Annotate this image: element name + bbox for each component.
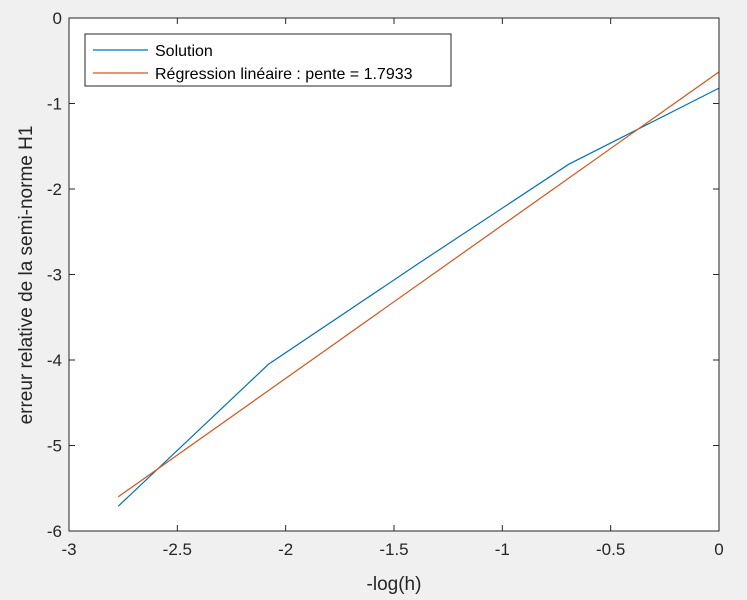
axes-box — [68, 17, 720, 532]
y-tick-label: -5 — [47, 437, 62, 456]
x-tick-label: -3 — [61, 540, 76, 559]
legend-label-regression: Régression linéaire : pente = 1.7933 — [155, 66, 413, 83]
y-axis-label: erreur relative de la semi-norme H1 — [16, 126, 37, 425]
y-tick-label: -3 — [47, 266, 62, 285]
legend-box — [84, 33, 452, 87]
series-layer — [117, 71, 720, 507]
y-tick-label: -4 — [47, 351, 62, 370]
series-line-solution — [117, 87, 720, 507]
y-tick-label: -1 — [47, 95, 62, 114]
y-tick-label: -2 — [47, 180, 62, 199]
series-line-regression — [117, 71, 720, 498]
x-tick-label: -2.5 — [163, 540, 192, 559]
legend-label-solution: Solution — [155, 43, 213, 60]
legend: Solution Régression linéaire : pente = 1… — [84, 33, 452, 87]
x-tick-label: -0.5 — [596, 540, 625, 559]
y-tick-label: -6 — [47, 522, 62, 541]
y-tick-label: 0 — [53, 9, 62, 28]
plot-area — [69, 18, 719, 531]
tick-layer: -3 -2.5 -2 -1.5 -1 -0.5 0 0 -1 -2 -3 -4 -5 -6 — [47, 9, 724, 559]
x-tick-label: 0 — [714, 540, 723, 559]
x-tick-label: -1.5 — [379, 540, 408, 559]
x-tick-label: -2 — [278, 540, 293, 559]
x-tick-label: -1 — [495, 540, 510, 559]
x-axis-label: -log(h) — [367, 574, 422, 595]
